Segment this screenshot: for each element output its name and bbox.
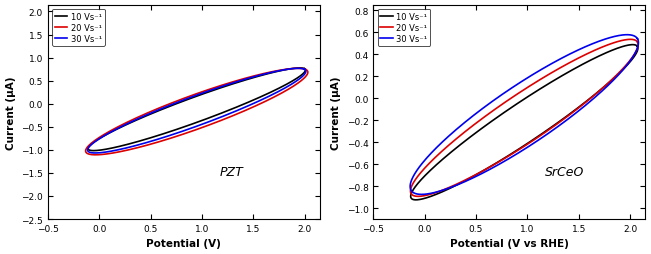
30 Vs⁻¹ <box>294 68 302 71</box>
10 Vs⁻¹ <box>629 44 637 47</box>
30 Vs⁻¹ <box>301 69 309 72</box>
20 Vs⁻¹ <box>634 44 642 47</box>
X-axis label: Potential (V): Potential (V) <box>146 239 221 248</box>
20 Vs⁻¹ <box>304 70 312 73</box>
10 Vs⁻¹ <box>94 149 102 152</box>
20 Vs⁻¹ <box>406 190 414 193</box>
20 Vs⁻¹ <box>633 41 641 44</box>
30 Vs⁻¹ <box>115 148 123 151</box>
10 Vs⁻¹ <box>634 49 642 52</box>
Legend: 10 Vs⁻¹, 20 Vs⁻¹, 30 Vs⁻¹: 10 Vs⁻¹, 20 Vs⁻¹, 30 Vs⁻¹ <box>378 10 430 46</box>
20 Vs⁻¹ <box>407 188 415 192</box>
20 Vs⁻¹ <box>633 41 641 44</box>
10 Vs⁻¹ <box>84 147 92 150</box>
10 Vs⁻¹ <box>412 199 420 202</box>
Line: 20 Vs⁻¹: 20 Vs⁻¹ <box>410 40 638 197</box>
30 Vs⁻¹ <box>415 193 423 196</box>
20 Vs⁻¹ <box>82 151 90 154</box>
10 Vs⁻¹ <box>90 150 98 153</box>
Line: 30 Vs⁻¹: 30 Vs⁻¹ <box>410 36 639 195</box>
30 Vs⁻¹ <box>84 150 92 153</box>
10 Vs⁻¹ <box>415 198 422 201</box>
30 Vs⁻¹ <box>302 70 310 73</box>
30 Vs⁻¹ <box>417 193 425 196</box>
20 Vs⁻¹ <box>581 101 589 104</box>
20 Vs⁻¹ <box>116 151 124 154</box>
30 Vs⁻¹ <box>633 38 641 41</box>
Legend: 10 Vs⁻¹, 20 Vs⁻¹, 30 Vs⁻¹: 10 Vs⁻¹, 20 Vs⁻¹, 30 Vs⁻¹ <box>52 10 105 46</box>
30 Vs⁻¹ <box>301 69 309 72</box>
20 Vs⁻¹ <box>294 68 301 71</box>
10 Vs⁻¹ <box>434 192 442 195</box>
30 Vs⁻¹ <box>406 185 414 188</box>
30 Vs⁻¹ <box>437 189 445 193</box>
Text: SrCeO: SrCeO <box>545 166 584 179</box>
10 Vs⁻¹ <box>633 46 641 49</box>
10 Vs⁻¹ <box>301 68 309 71</box>
10 Vs⁻¹ <box>301 69 309 72</box>
Y-axis label: Current (μA): Current (μA) <box>331 76 341 149</box>
20 Vs⁻¹ <box>302 69 310 72</box>
10 Vs⁻¹ <box>633 46 641 49</box>
X-axis label: Potential (V vs RHE): Potential (V vs RHE) <box>450 239 569 248</box>
Line: 30 Vs⁻¹: 30 Vs⁻¹ <box>88 69 306 153</box>
Text: PZT: PZT <box>219 166 243 179</box>
30 Vs⁻¹ <box>584 102 592 105</box>
30 Vs⁻¹ <box>84 149 92 152</box>
20 Vs⁻¹ <box>436 190 443 193</box>
10 Vs⁻¹ <box>579 103 587 106</box>
20 Vs⁻¹ <box>626 39 634 42</box>
10 Vs⁻¹ <box>296 67 304 70</box>
30 Vs⁻¹ <box>635 42 643 45</box>
30 Vs⁻¹ <box>633 38 641 41</box>
Line: 10 Vs⁻¹: 10 Vs⁻¹ <box>88 69 305 151</box>
10 Vs⁻¹ <box>254 97 262 100</box>
10 Vs⁻¹ <box>407 194 415 197</box>
10 Vs⁻¹ <box>301 68 309 71</box>
20 Vs⁻¹ <box>92 154 100 157</box>
Y-axis label: Current (μA): Current (μA) <box>6 76 16 149</box>
30 Vs⁻¹ <box>92 152 100 155</box>
Line: 10 Vs⁻¹: 10 Vs⁻¹ <box>411 45 638 200</box>
20 Vs⁻¹ <box>415 195 423 198</box>
30 Vs⁻¹ <box>256 99 264 102</box>
30 Vs⁻¹ <box>624 34 631 37</box>
20 Vs⁻¹ <box>415 195 422 198</box>
20 Vs⁻¹ <box>302 69 310 72</box>
Line: 20 Vs⁻¹: 20 Vs⁻¹ <box>86 69 308 155</box>
20 Vs⁻¹ <box>82 150 90 153</box>
10 Vs⁻¹ <box>114 146 122 149</box>
10 Vs⁻¹ <box>407 195 415 198</box>
20 Vs⁻¹ <box>260 101 268 104</box>
30 Vs⁻¹ <box>406 186 414 189</box>
20 Vs⁻¹ <box>94 154 102 157</box>
10 Vs⁻¹ <box>84 148 92 151</box>
30 Vs⁻¹ <box>94 152 102 155</box>
